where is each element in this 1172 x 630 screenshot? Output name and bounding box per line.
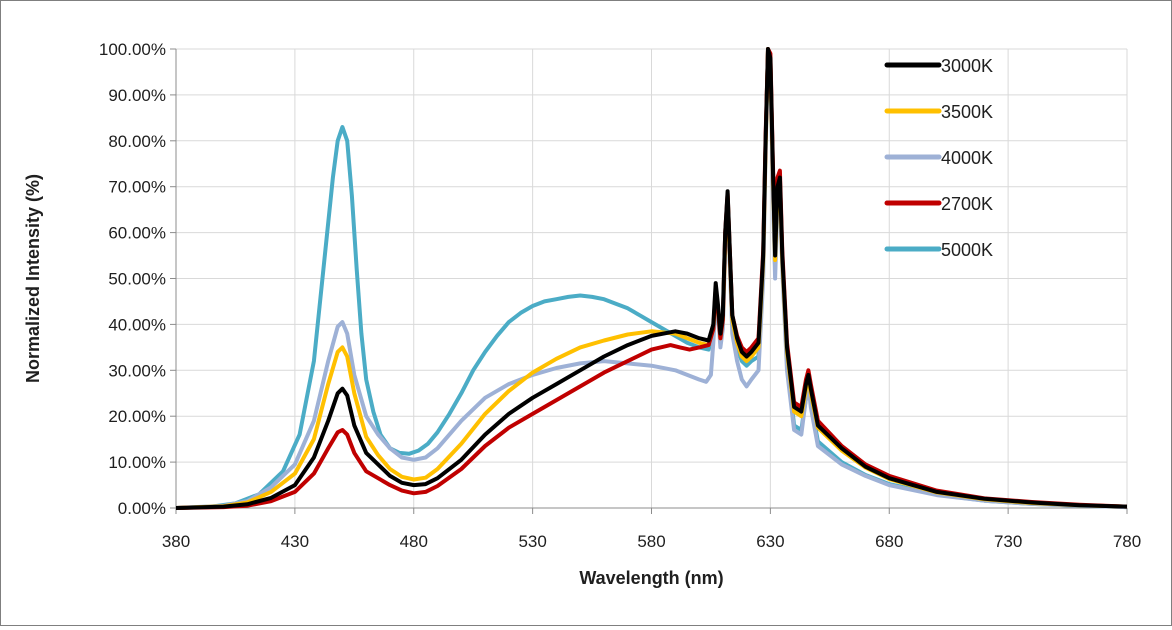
x-tick-label: 630 (756, 532, 784, 551)
y-tick-label: 80.00% (108, 132, 166, 151)
x-tick-label: 780 (1113, 532, 1141, 551)
legend-label-3500K: 3500K (941, 102, 993, 122)
y-tick-label: 70.00% (108, 178, 166, 197)
y-tick-label: 100.00% (99, 40, 166, 59)
x-tick-label: 580 (637, 532, 665, 551)
x-axis-title: Wavelength (nm) (579, 568, 723, 588)
x-tick-label: 380 (162, 532, 190, 551)
y-axis-title: Normalized Intensity (%) (23, 174, 43, 383)
legend-label-2700K: 2700K (941, 194, 993, 214)
y-tick-label: 50.00% (108, 270, 166, 289)
legend-label-5000K: 5000K (941, 240, 993, 260)
series-line-3000K (176, 47, 1127, 510)
axes: 380 430 480 530 580 630 680 730 780 0.00% 10.00% 20… (99, 40, 1141, 551)
series-lines (176, 47, 1127, 510)
y-tick-label: 20.00% (108, 407, 166, 426)
x-tick-label: 480 (400, 532, 428, 551)
legend-label-4000K: 4000K (941, 148, 993, 168)
x-tick-label: 530 (518, 532, 546, 551)
y-tick-label: 40.00% (108, 315, 166, 334)
y-tick-label: 0.00% (118, 499, 166, 518)
y-tick-label: 30.00% (108, 361, 166, 380)
y-tick-label: 10.00% (108, 453, 166, 472)
y-tick-label: 60.00% (108, 224, 166, 243)
y-tick-label: 90.00% (108, 86, 166, 105)
x-tick-label: 430 (281, 532, 309, 551)
x-tick-label: 730 (994, 532, 1022, 551)
x-tick-label: 680 (875, 532, 903, 551)
legend: 3000K 3500K 4000K 2700K 5000K (884, 56, 993, 260)
legend-label-3000K: 3000K (941, 56, 993, 76)
